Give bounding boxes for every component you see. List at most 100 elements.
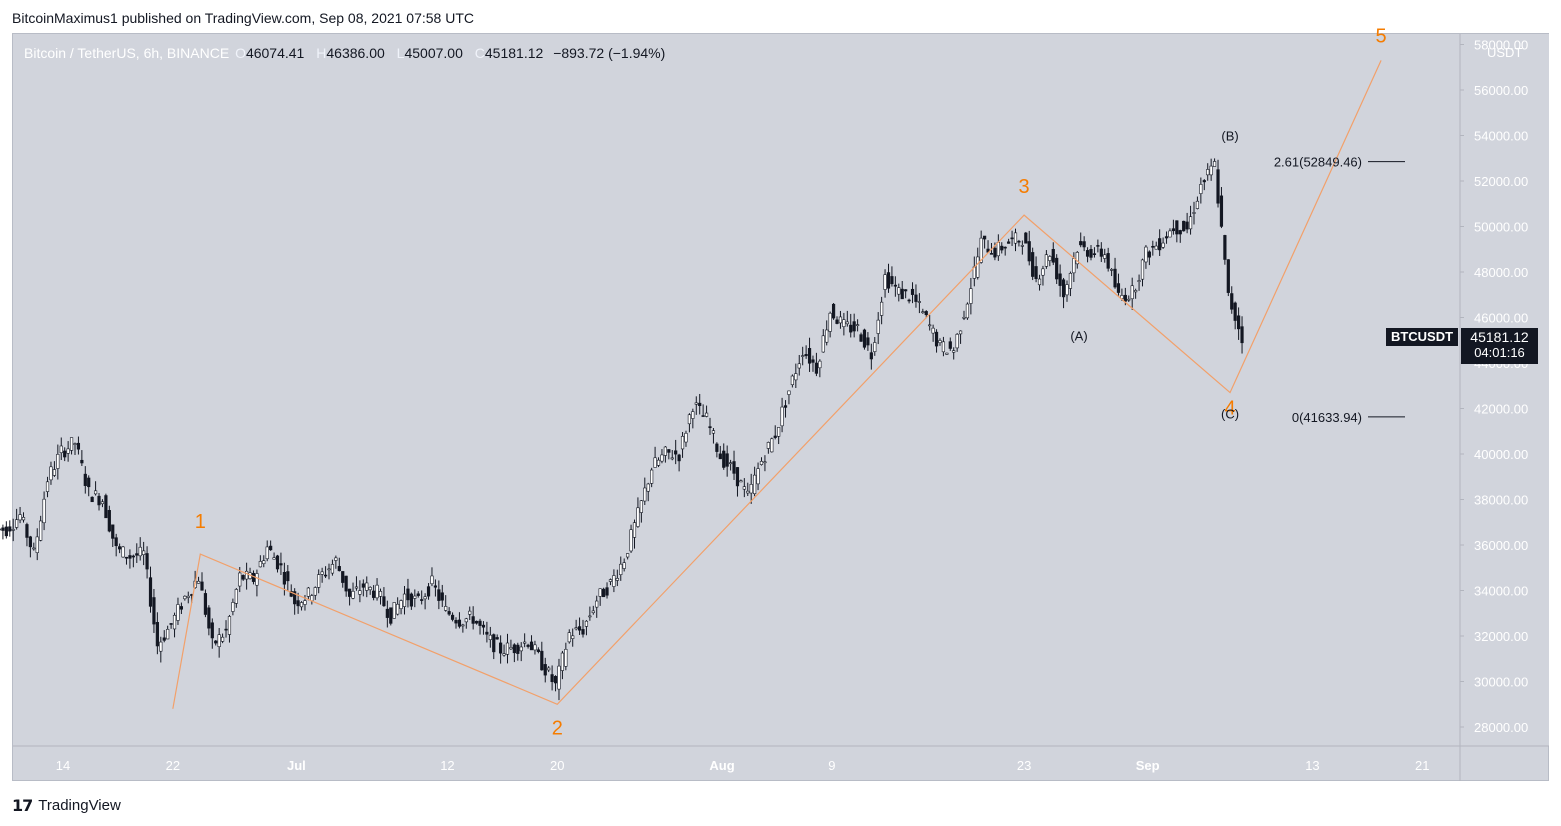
candle-body: [148, 577, 153, 607]
candle-body: [282, 571, 286, 585]
candle-body: [1089, 248, 1093, 258]
candle-body: [615, 578, 619, 581]
candle-body: [28, 536, 32, 548]
candle-body: [907, 299, 911, 302]
candle-body: [234, 589, 238, 604]
candle-body: [1188, 216, 1193, 230]
elliott-wave-path[interactable]: [172, 60, 1382, 709]
candle-body: [704, 412, 709, 417]
candle-body: [392, 602, 396, 619]
candle-body: [262, 560, 266, 565]
candle-body: [670, 457, 674, 460]
candle-body: [825, 329, 829, 343]
candle-body: [883, 274, 887, 290]
candle-body: [1219, 195, 1224, 227]
candle-body: [1233, 302, 1237, 321]
candle-body: [76, 442, 81, 450]
candle-body: [66, 448, 70, 454]
candle-body: [63, 450, 67, 458]
candle-body: [735, 467, 740, 487]
candle-body: [759, 461, 764, 465]
candle-body: [862, 329, 867, 348]
tradingview-logo-icon: 17: [12, 795, 33, 815]
candle-body: [306, 587, 311, 597]
candle-body: [220, 636, 225, 642]
candle-body: [533, 644, 537, 651]
candle-body: [529, 641, 534, 651]
last-price-tag: 45181.12 04:01:16: [1461, 328, 1538, 364]
candle-body: [365, 582, 369, 591]
candle-body: [588, 615, 592, 618]
candle-body: [591, 610, 595, 614]
footer-brand[interactable]: 17 TradingView: [12, 794, 121, 816]
candle-body: [231, 602, 235, 612]
candle-body: [687, 414, 692, 425]
candle-body: [330, 564, 335, 574]
candle-body: [279, 563, 283, 566]
candle-body: [351, 590, 355, 599]
candle-body: [567, 632, 571, 643]
candle-body: [780, 406, 784, 427]
candle-body: [1000, 245, 1004, 251]
candle-body: [1154, 245, 1158, 250]
candle-body: [1202, 180, 1206, 183]
candle-body: [680, 436, 685, 450]
candle-body: [1123, 294, 1127, 302]
candle-body: [663, 446, 667, 456]
candle-body: [87, 477, 91, 488]
candle-body: [32, 547, 36, 550]
wave-label-2: 2: [552, 717, 563, 739]
candle-body: [564, 648, 568, 667]
candle-body: [454, 620, 458, 624]
candle-body: [399, 600, 403, 609]
candle-body: [1140, 259, 1145, 280]
candle-body: [1082, 241, 1086, 248]
candle-body: [859, 334, 863, 342]
candle-body: [83, 473, 87, 486]
candle-body: [409, 593, 413, 607]
candle-body: [114, 537, 118, 547]
candle-body: [540, 650, 544, 671]
candle-body: [344, 575, 348, 592]
candle-body: [1037, 278, 1042, 286]
candle-body: [725, 453, 729, 467]
candle-body: [52, 469, 56, 476]
candle-body: [777, 427, 781, 437]
candle-body: [605, 587, 609, 596]
candle-body: [1055, 257, 1059, 280]
candle-body: [15, 519, 19, 528]
candle-body: [372, 590, 376, 598]
candle-body: [142, 550, 146, 556]
candle-body: [317, 574, 321, 588]
candle-body: [341, 571, 345, 583]
symbol-name[interactable]: Bitcoin / TetherUS, 6h, BINANCE: [24, 45, 230, 61]
candle-body: [893, 284, 897, 287]
candle-body: [1240, 326, 1244, 344]
candle-body: [1216, 169, 1220, 204]
x-tick-label: Aug: [709, 758, 734, 773]
candle-body: [128, 555, 132, 559]
candle-body: [255, 573, 259, 586]
candle-body: [845, 321, 849, 325]
candle-body: [831, 303, 836, 319]
candle-body: [804, 354, 808, 357]
price-axis-unit[interactable]: USDT: [1487, 45, 1523, 60]
candle-body: [378, 591, 383, 597]
candle-body: [914, 294, 918, 302]
candle-body: [474, 620, 479, 624]
candle-body: [1113, 268, 1117, 288]
candle-body: [934, 331, 939, 347]
candle-body: [873, 342, 877, 352]
price-axis[interactable]: [1460, 34, 1549, 746]
candle-body: [1151, 245, 1155, 248]
candle-body: [753, 474, 757, 495]
candle-body: [1103, 254, 1107, 259]
candle-body: [1127, 298, 1131, 301]
candle-body: [890, 276, 894, 285]
bar-countdown: 04:01:16: [1474, 345, 1525, 360]
y-tick-label: 50000.00: [1474, 220, 1528, 235]
candle-body: [684, 432, 688, 443]
candle-body: [183, 595, 187, 600]
symbol-legend[interactable]: Bitcoin / TetherUS, 6h, BINANCE O46074.4…: [24, 45, 665, 61]
